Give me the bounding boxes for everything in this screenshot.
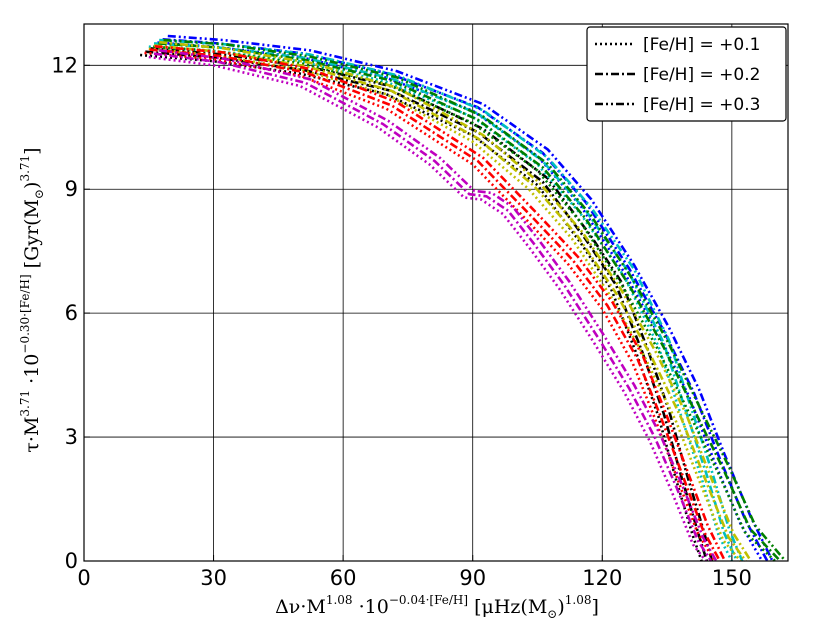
x-label-exp2: −0.04·[Fe/H] bbox=[389, 593, 468, 607]
series-group bbox=[139, 34, 787, 562]
series-line-6-0 bbox=[148, 55, 707, 562]
legend-label-0: [Fe/H] = +0.1 bbox=[643, 35, 760, 55]
y-label-exp3: 3.71 bbox=[18, 155, 32, 182]
y-tick-label: 3 bbox=[65, 425, 78, 449]
series-line-0-2 bbox=[150, 47, 714, 562]
series-line-6-1 bbox=[153, 52, 713, 562]
x-label-end: ] bbox=[592, 596, 599, 618]
y-tick-label: 9 bbox=[65, 177, 78, 201]
legend-label-1: [Fe/H] = +0.2 bbox=[643, 65, 760, 85]
x-label-prefix: Δν·M bbox=[275, 596, 326, 618]
y-axis-label: τ·M3.71 ·10−0.30·[Fe/H] [Gyr(M⊙)3.71] bbox=[18, 147, 46, 452]
x-tick-label: 120 bbox=[582, 566, 622, 590]
plot-frame bbox=[83, 23, 789, 562]
y-label-end: ] bbox=[21, 147, 43, 154]
series-line-2-0 bbox=[148, 45, 734, 562]
x-tick-label: 90 bbox=[459, 566, 486, 590]
x-label-tail: [μHz(M bbox=[468, 596, 547, 618]
legend-box bbox=[586, 26, 787, 122]
x-label-mid: ·10 bbox=[353, 596, 389, 618]
series-line-2-2 bbox=[159, 38, 744, 562]
series-line-1-2 bbox=[167, 34, 774, 562]
legend: [Fe/H] = +0.1 [Fe/H] = +0.2 [Fe/H] = +0.3 bbox=[586, 26, 787, 122]
y-label-mid: ·10 bbox=[21, 354, 43, 390]
x-label-exp3: 1.08 bbox=[565, 593, 592, 607]
series-line-3-1 bbox=[158, 42, 782, 562]
y-label-exp1: 3.71 bbox=[18, 390, 32, 417]
x-label-exp1: 1.08 bbox=[326, 593, 353, 607]
x-tick-label: 150 bbox=[712, 566, 752, 590]
x-label-sub: ⊙ bbox=[547, 607, 557, 621]
y-label-exp2: −0.30·[Fe/H] bbox=[18, 274, 32, 353]
series-line-3-2 bbox=[163, 38, 787, 562]
series-line-0-0 bbox=[139, 53, 703, 562]
x-tick-label: 60 bbox=[330, 566, 357, 590]
y-tick-label: 12 bbox=[51, 53, 78, 77]
y-label-sub: ⊙ bbox=[32, 189, 46, 199]
y-label-close: ) bbox=[21, 182, 43, 189]
series-line-4-0 bbox=[148, 47, 742, 562]
y-tick-label: 0 bbox=[65, 549, 78, 573]
y-label-prefix: τ·M bbox=[21, 417, 43, 453]
tick-labels: 0 30 60 90 120 150 0 3 6 9 12 bbox=[51, 53, 752, 590]
x-tick-label: 0 bbox=[77, 566, 90, 590]
series-line-5-2 bbox=[154, 45, 727, 562]
series-line-6-2 bbox=[159, 49, 718, 562]
legend-label-2: [Fe/H] = +0.3 bbox=[643, 95, 760, 115]
series-line-4-1 bbox=[153, 44, 747, 562]
x-tick-label: 30 bbox=[200, 566, 227, 590]
series-line-1-1 bbox=[162, 38, 769, 562]
series-line-2-1 bbox=[153, 42, 739, 562]
x-label-close: ) bbox=[557, 596, 564, 618]
y-tick-label: 6 bbox=[65, 301, 78, 325]
series-line-4-2 bbox=[159, 40, 752, 562]
x-axis-label: Δν·M1.08 ·10−0.04·[Fe/H] [μHz(M⊙)1.08] bbox=[275, 593, 599, 621]
y-label-tail: [Gyr(M bbox=[21, 199, 43, 274]
